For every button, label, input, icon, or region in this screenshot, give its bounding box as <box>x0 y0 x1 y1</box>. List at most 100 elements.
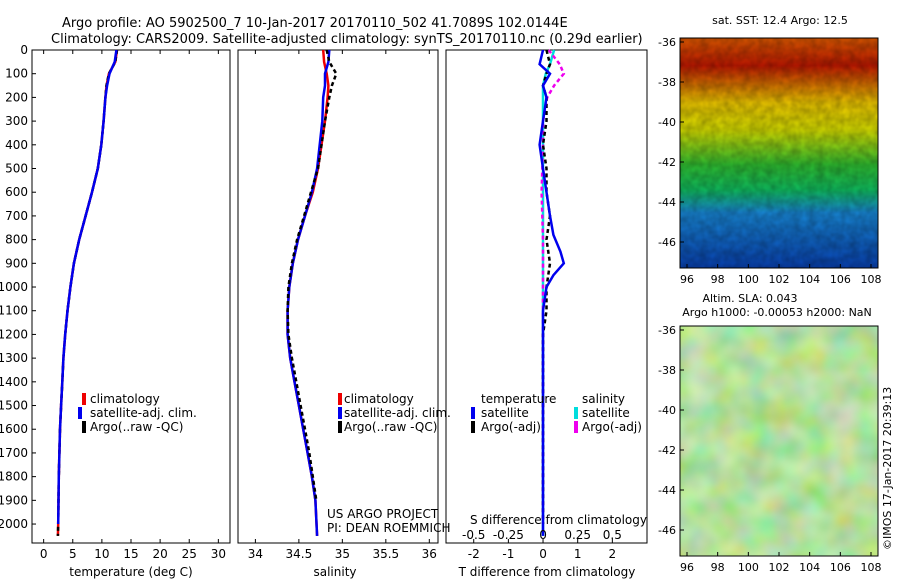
sst-map-title: sat. SST: 12.4 Argo: 12.5 <box>712 14 848 27</box>
project-line2: PI: DEAN ROEMMICH <box>327 521 450 535</box>
x2-tick-label: 0.5 <box>603 528 622 542</box>
series-line-s-argo-adj- <box>540 49 566 524</box>
map-y-tick-label: -38 <box>658 76 676 89</box>
x-tick-label: 0 <box>539 547 547 561</box>
legend-swatch-satellite <box>78 407 82 419</box>
temperature-xlabel: temperature (deg C) <box>69 565 192 579</box>
temperature-axes-frame <box>31 49 231 544</box>
map-y-tick-label: -42 <box>658 444 676 457</box>
series-line-argo-raw-qc- <box>286 49 338 501</box>
salinity-xlabel: salinity <box>313 565 356 579</box>
y-tick-label: 400 <box>5 138 28 152</box>
x-tick-label: 34.5 <box>286 547 313 561</box>
map-y-tick-label: -36 <box>658 324 676 337</box>
y-tick-label: 1300 <box>0 351 28 365</box>
difference-panel: -2 -1 0 1 2 -0.5 -0.25 0 0.25 0.5 S difference f… <box>445 49 648 579</box>
x2-tick-label: -0.5 <box>462 528 485 542</box>
y-tick-label: 1200 <box>0 327 28 341</box>
map-x-tick-label: 100 <box>738 273 759 286</box>
y-tick-label: 1800 <box>0 470 28 484</box>
legend-swatch-satellite <box>338 407 342 419</box>
temperature-panel: 0 5 10 15 20 25 30 0 100 200 300 400 500 600 700 800 90… <box>0 43 231 579</box>
legend-label: satellite-adj. clim. <box>90 406 197 420</box>
x-tick-label: 35 <box>335 547 350 561</box>
y-tick-label: 200 <box>5 90 28 104</box>
sst-heatmap-texture <box>680 38 878 268</box>
y-tick-label: 1100 <box>0 304 28 318</box>
y-tick-label: 900 <box>5 256 28 270</box>
map-x-tick-label: 102 <box>769 561 790 574</box>
x2-tick-label: 0 <box>539 528 547 542</box>
series-line-satellite-adj-clim- <box>286 49 331 536</box>
y-tick-label: 800 <box>5 233 28 247</box>
legend-label: Argo(..raw -QC) <box>344 420 437 434</box>
y-tick-label: 1400 <box>0 375 28 389</box>
sla-map-panel: Altim. SLA: 0.043 Argo h1000: -0.00053 h… <box>658 292 881 574</box>
y-tick-label: 1000 <box>0 280 28 294</box>
header-line1: Argo profile: AO 5902500_7 10-Jan-2017 2… <box>62 16 568 31</box>
map-x-tick-label: 108 <box>861 273 882 286</box>
x-tick-label: 20 <box>152 547 167 561</box>
legend-label: Argo(..raw -QC) <box>90 420 183 434</box>
map-y-tick-label: -46 <box>658 236 676 249</box>
sst-map-panel: sat. SST: 12.4 Argo: 12.5 -36 -38 -40 -42 -4… <box>658 14 881 286</box>
legend-label: satellite <box>582 406 630 420</box>
y-tick-label: 100 <box>5 67 28 81</box>
legend-swatch-t-argo <box>471 421 475 433</box>
x-tick-label: 25 <box>182 547 197 561</box>
map-y-tick-label: -40 <box>658 116 676 129</box>
map-y-tick-label: -44 <box>658 484 676 497</box>
legend-label: Argo(-adj) <box>582 420 642 434</box>
legend-label: satellite-adj. clim. <box>344 406 451 420</box>
x-tick-label: 10 <box>94 547 109 561</box>
map-x-tick-label: 98 <box>711 273 725 286</box>
x-tick-label: 36 <box>422 547 437 561</box>
map-x-tick-label: 102 <box>769 273 790 286</box>
s-difference-xlabel: S difference from climatology <box>470 513 647 527</box>
sla-map-title2: Argo h1000: -0.00053 h2000: NaN <box>682 306 872 319</box>
legend-swatch-climatology <box>82 393 86 405</box>
y-tick-label: 300 <box>5 114 28 128</box>
x-tick-label: -1 <box>502 547 514 561</box>
sla-map-title1: Altim. SLA: 0.043 <box>702 292 797 305</box>
salinity-panel: 34 34.5 35 35.5 36 salinity climatology sate… <box>237 49 451 579</box>
legend-swatch-climatology <box>338 393 342 405</box>
project-line1: US ARGO PROJECT <box>327 507 439 521</box>
y-tick-label: 1600 <box>0 422 28 436</box>
x-tick-label: 0 <box>40 547 48 561</box>
map-y-tick-label: -36 <box>658 36 676 49</box>
difference-axes-frame <box>445 49 648 544</box>
y-tick-label: 2000 <box>0 517 28 531</box>
salinity-axes-frame <box>237 49 439 544</box>
map-y-tick-label: -42 <box>658 156 676 169</box>
y-tick-label: 700 <box>5 209 28 223</box>
legend-swatch-t-satellite <box>471 407 475 419</box>
legend-swatch-s-argo <box>574 421 578 433</box>
map-x-tick-label: 100 <box>738 561 759 574</box>
legend-label: satellite <box>481 406 529 420</box>
legend-label: climatology <box>344 392 414 406</box>
x-tick-label: 35.5 <box>372 547 399 561</box>
map-x-tick-label: 104 <box>799 561 820 574</box>
map-y-tick-label: -46 <box>658 524 676 537</box>
map-y-tick-label: -44 <box>658 196 676 209</box>
map-x-tick-label: 106 <box>830 561 851 574</box>
y-tick-label: 500 <box>5 162 28 176</box>
map-x-tick-label: 108 <box>861 561 882 574</box>
series-line-argo-raw-qc- <box>56 49 118 525</box>
series-line-satellite-adj-clim- <box>56 49 119 536</box>
map-x-tick-label: 96 <box>680 561 694 574</box>
sla-heatmap <box>680 326 878 556</box>
t-difference-xlabel: T difference from climatology <box>458 565 636 579</box>
difference-legend: temperature salinity satellite Argo(-adj… <box>471 392 642 434</box>
x-tick-label: 15 <box>123 547 138 561</box>
y-tick-label: 1700 <box>0 446 28 460</box>
temperature-legend: climatology satellite-adj. clim. Argo(..… <box>78 392 197 434</box>
map-y-tick-label: -38 <box>658 364 676 377</box>
legend-swatch-argo <box>82 421 86 433</box>
map-x-tick-label: 106 <box>830 273 851 286</box>
salinity-legend: climatology satellite-adj. clim. Argo(..… <box>338 392 451 434</box>
y-tick-label: 0 <box>20 43 28 57</box>
legend-title-temperature: temperature <box>481 392 556 406</box>
legend-label: climatology <box>90 392 160 406</box>
